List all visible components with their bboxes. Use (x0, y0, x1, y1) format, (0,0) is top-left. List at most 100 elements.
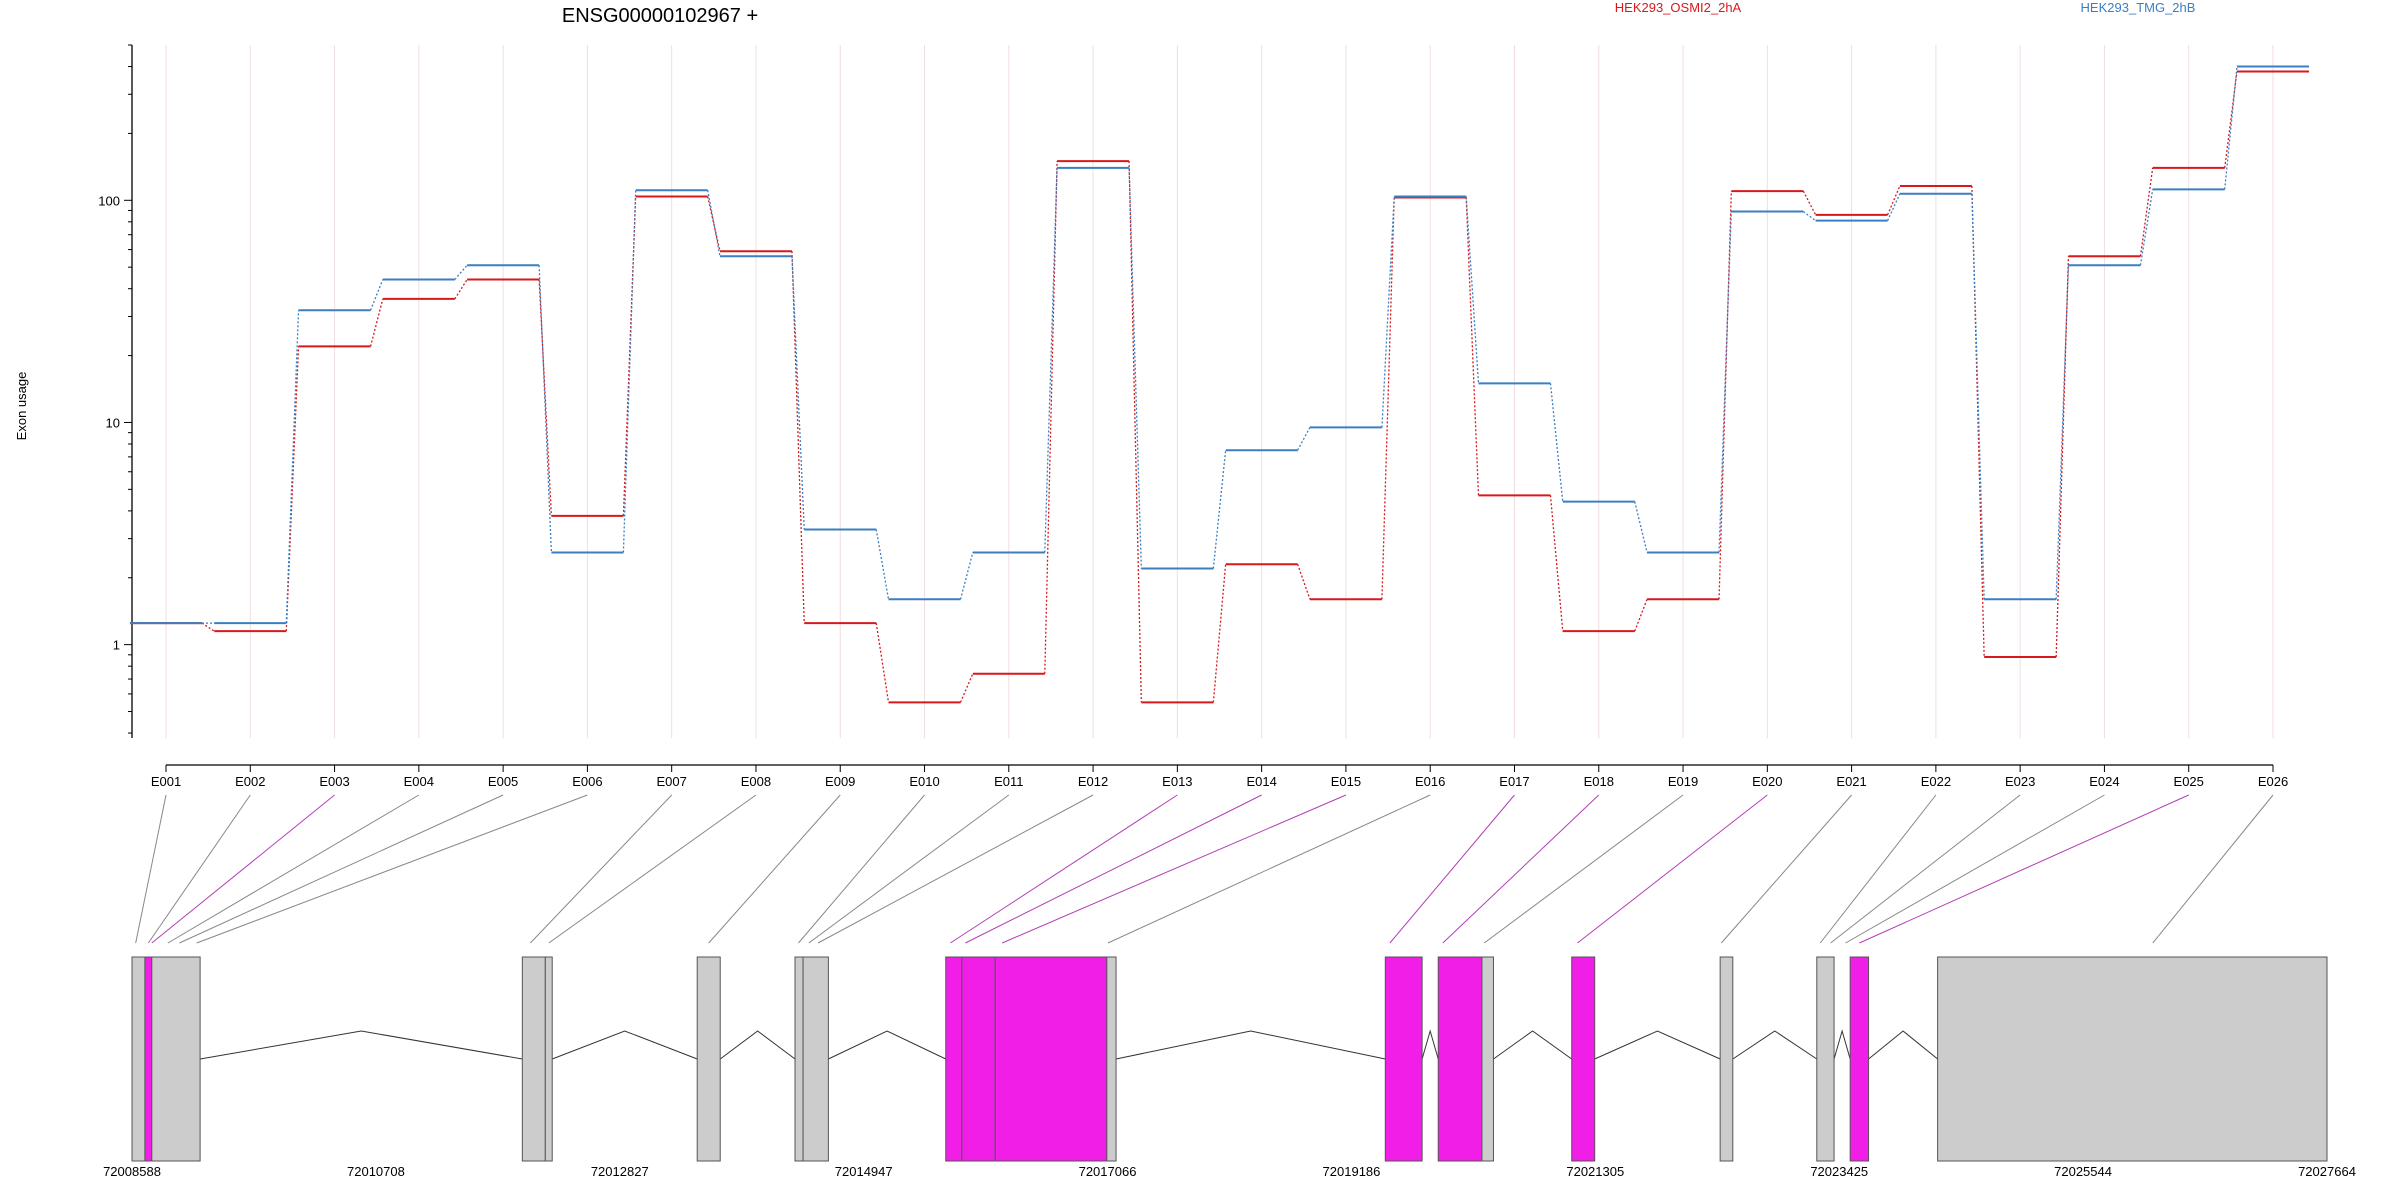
exon-connector (1107, 794, 1431, 944)
coordinate-label: 72021305 (1566, 1164, 1624, 1179)
y-tick-label: 100 (98, 193, 120, 208)
series-lines (130, 65, 2309, 704)
series-tmg (130, 65, 2309, 625)
exon-connector (808, 794, 1010, 944)
exon-box (1106, 956, 1117, 1162)
exon-box-significant (945, 956, 963, 1162)
exon-connector (1389, 794, 1515, 944)
data-connector (1549, 495, 1564, 632)
x-tick-label: E008 (741, 774, 771, 789)
data-connector (538, 279, 553, 516)
exon-connector (151, 794, 335, 944)
exon-connector (1001, 794, 1347, 944)
data-connector (1971, 193, 1985, 600)
exon-box (1937, 956, 2328, 1162)
intron-line (1732, 1030, 1818, 1060)
x-tick-label: E017 (1499, 774, 1529, 789)
x-tick-label: E019 (1668, 774, 1698, 789)
data-connector (622, 196, 637, 516)
exon-connector (147, 794, 251, 944)
exon-box-significant (144, 956, 153, 1162)
data-connector (1802, 211, 1816, 222)
intron-line (1493, 1030, 1572, 1060)
exon-connector (950, 794, 1178, 944)
intron-line (719, 1030, 796, 1060)
exon-connector (2152, 794, 2274, 944)
data-connector (2224, 71, 2238, 168)
exon-box (521, 956, 546, 1162)
exon-connector (1845, 794, 2105, 944)
data-connector (285, 346, 300, 632)
data-connector (959, 552, 974, 600)
exon-connector (548, 794, 757, 944)
x-tick-label: E002 (235, 774, 265, 789)
exon-box-significant (1437, 956, 1483, 1162)
coordinate-label: 72012827 (591, 1164, 649, 1179)
y-axis: 1 10 100 (98, 44, 133, 738)
gene-model (131, 956, 2328, 1162)
exon-connector (1859, 794, 2189, 944)
intron-line (828, 1030, 946, 1060)
data-connector (875, 529, 890, 600)
exon-box (1816, 956, 1835, 1162)
exon-box-significant (961, 956, 996, 1162)
data-connector (707, 196, 721, 252)
data-connector (622, 190, 637, 553)
exon-box-significant (994, 956, 1108, 1162)
exon-connector (965, 794, 1262, 944)
x-tick-label: E014 (1246, 774, 1276, 789)
exon-box-significant (1849, 956, 1870, 1162)
data-connector (1297, 564, 1311, 600)
data-connector (875, 623, 890, 703)
exon-box-significant (1571, 956, 1596, 1162)
coordinate-label: 72010708 (347, 1164, 405, 1179)
x-tick-label: E007 (656, 774, 686, 789)
data-connector (2139, 167, 2154, 257)
exon-connector (1819, 794, 1937, 944)
x-tick-label: E009 (825, 774, 855, 789)
data-connector (369, 279, 384, 311)
data-connector (1802, 190, 1817, 216)
exon-box (802, 956, 829, 1162)
x-tick-label: E021 (1836, 774, 1866, 789)
exon-connector-lines (135, 794, 2274, 944)
data-connector (791, 251, 805, 624)
exon-connector (1577, 794, 1768, 944)
data-connector (2224, 66, 2238, 190)
data-connector (1634, 501, 1648, 553)
intron-line (1421, 1029, 1439, 1060)
exon-connector (167, 794, 420, 944)
intron-line (1868, 1030, 1938, 1060)
data-connector (1044, 161, 1058, 674)
exon-connector (529, 794, 673, 944)
x-tick-label: E015 (1331, 774, 1361, 789)
x-tick-label: E005 (488, 774, 518, 789)
coordinate-label: 72025544 (2054, 1164, 2112, 1179)
data-connector (1634, 599, 1648, 632)
data-connector (1381, 196, 1395, 428)
x-tick-label: E013 (1162, 774, 1192, 789)
data-connector (1465, 196, 1480, 384)
data-connector (454, 279, 468, 300)
exon-connector (817, 794, 1094, 944)
x-tick-label: E026 (2258, 774, 2288, 789)
data-connector (201, 622, 215, 632)
legend-item-tmg: HEK293_TMG_2hB (2081, 0, 2196, 15)
exon-connector (1483, 794, 1684, 944)
x-tick-label: E020 (1752, 774, 1782, 789)
data-connector (1381, 197, 1395, 600)
intron-line (1833, 1029, 1851, 1060)
x-axis: E001 E002 E003 E004 E005 E006 E007 E008 E009 E010… (151, 764, 2288, 789)
x-tick-label: E016 (1415, 774, 1445, 789)
x-tick-label: E004 (404, 774, 434, 789)
coordinate-label: 72008588 (103, 1164, 161, 1179)
data-connector (1297, 427, 1311, 451)
data-connector (1971, 185, 1985, 657)
exon-box (696, 956, 721, 1162)
data-connector (1212, 564, 1227, 703)
y-tick-label: 10 (106, 415, 120, 430)
intron-line (200, 1030, 523, 1060)
exon-box (1719, 956, 1734, 1162)
